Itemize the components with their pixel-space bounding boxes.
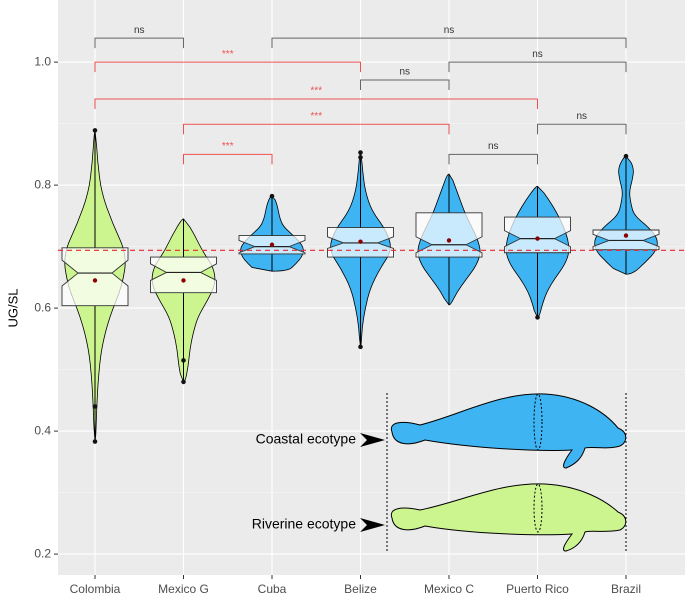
bracket [183, 153, 273, 165]
annotation: Coastal ecotype [256, 431, 357, 447]
mean [181, 278, 186, 283]
outlier [92, 404, 98, 409]
box [150, 256, 217, 294]
girth-marker [533, 393, 543, 451]
arrow [360, 433, 385, 447]
significance-label: *** [222, 49, 234, 60]
coastal-manatee [390, 393, 627, 469]
y-axis-label: UG/SL [5, 288, 20, 327]
bracket [448, 153, 538, 165]
x-tick-label: Mexico C [424, 582, 474, 596]
outlier [623, 153, 629, 159]
bracket [183, 123, 450, 135]
plot-area: ns ns *** ns ns *** *** ns *** ns [58, 25, 685, 444]
box [415, 212, 483, 258]
bracket [537, 123, 627, 135]
mean [446, 238, 452, 243]
significance-label: ns [576, 111, 587, 122]
significance-label: *** [310, 111, 322, 122]
mean [535, 236, 540, 241]
illustration: Coastal ecotype Riverine ecotype [252, 393, 627, 553]
mean [623, 233, 629, 238]
y-tick-label: 0.6 [34, 300, 51, 314]
bracket [94, 98, 538, 110]
mean [92, 278, 98, 283]
x-tick-label: Cuba [258, 582, 287, 596]
outlier [535, 315, 540, 320]
x-tick-label: Colombia [70, 582, 121, 596]
y-tick-label: 0.2 [34, 546, 51, 560]
outlier [181, 379, 186, 385]
outlier [358, 150, 363, 155]
bracket [94, 37, 184, 49]
annotation: Riverine ecotype [252, 516, 356, 532]
mean [269, 242, 275, 247]
box [61, 247, 129, 307]
y-tick-label: 0.4 [34, 423, 51, 437]
y-tick-label: 0.8 [34, 177, 51, 191]
outlier [92, 439, 98, 444]
significance-label: *** [310, 86, 322, 97]
significance-label: ns [444, 25, 455, 36]
bracket [94, 61, 361, 73]
x-tick-label: Belize [344, 582, 377, 596]
arrow [360, 518, 385, 532]
riverine-manatee [390, 483, 627, 552]
outlier [358, 155, 363, 160]
y-tick-label: 1.0 [34, 54, 51, 68]
box [504, 216, 571, 254]
outlier [358, 344, 363, 350]
outlier [269, 193, 275, 199]
significance-label: ns [134, 25, 145, 36]
significance-label: *** [222, 141, 234, 152]
bracket [271, 37, 627, 49]
box [592, 229, 660, 251]
significance-label: ns [532, 49, 543, 60]
x-tick-label: Mexico G [158, 582, 209, 596]
bracket [360, 79, 450, 90]
significance-label: ns [488, 141, 499, 152]
bracket [448, 61, 627, 73]
significance-label: ns [399, 67, 410, 78]
outlier [92, 128, 98, 133]
outlier [181, 358, 186, 363]
girth-marker [533, 483, 543, 533]
x-tick-label: Brazil [611, 582, 641, 596]
x-tick-label: Puerto Rico [506, 582, 569, 596]
mean [358, 239, 363, 244]
